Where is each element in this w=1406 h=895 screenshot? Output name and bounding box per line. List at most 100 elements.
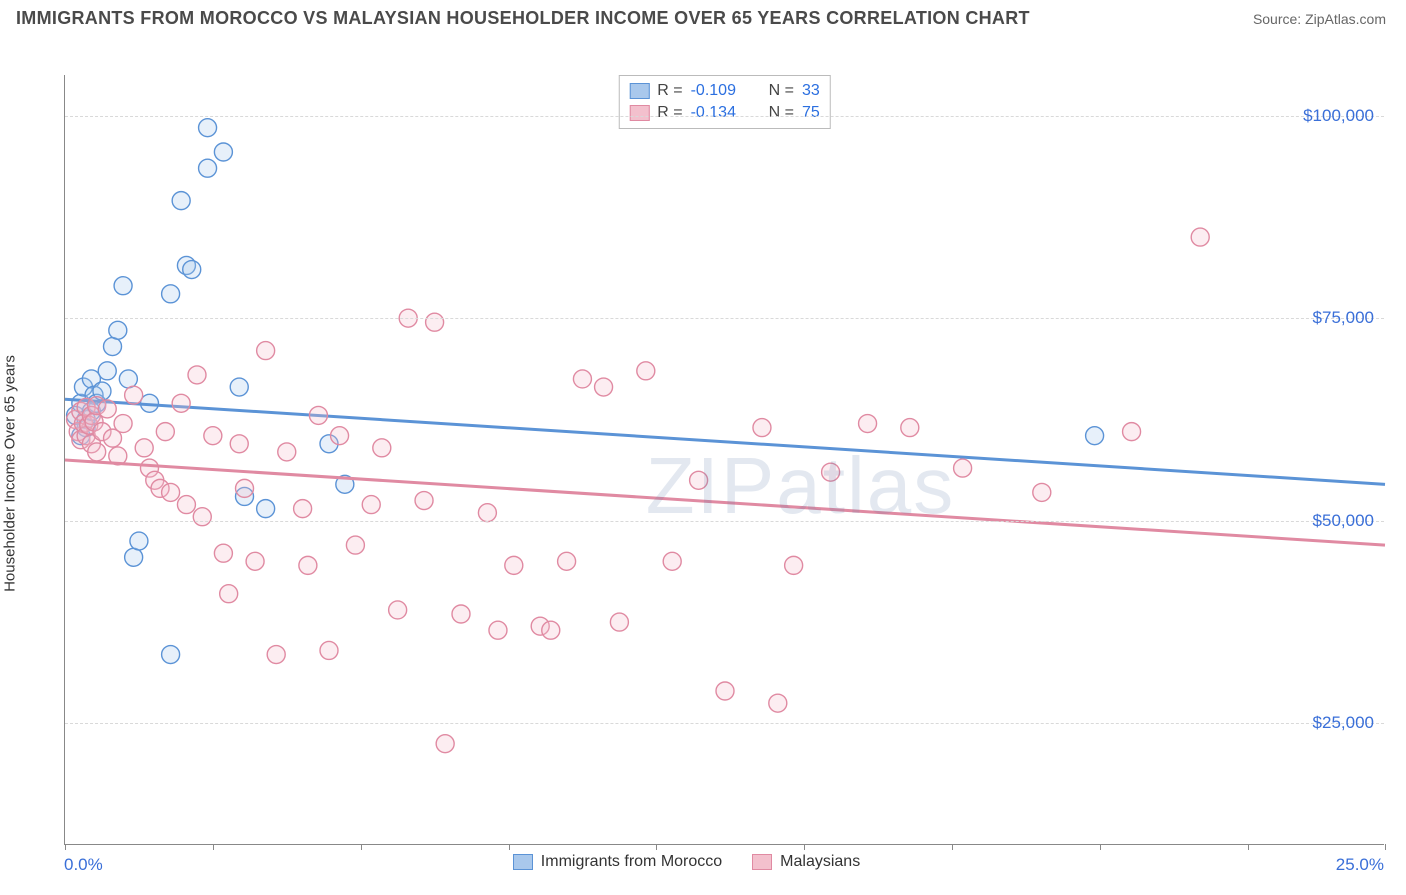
gridline [65,723,1384,724]
legend-swatch-malaysians [629,105,649,121]
data-point-morocco [199,159,217,177]
legend-stats: R = -0.109 N = 33R = -0.134 N = 75 [618,75,830,129]
y-tick-label: $50,000 [1313,511,1374,531]
data-point-morocco [1086,427,1104,445]
legend-n-value-morocco: 33 [802,80,820,102]
data-point-morocco [125,548,143,566]
data-point-malaysians [294,500,312,518]
data-point-malaysians [595,378,613,396]
data-point-morocco [109,321,127,339]
scatter-svg [65,75,1385,845]
gridline [65,318,1384,319]
legend-r-value-malaysians: -0.134 [691,102,751,124]
data-point-malaysians [246,552,264,570]
legend-label-malaysians: Malaysians [780,853,860,871]
chart-header: IMMIGRANTS FROM MOROCCO VS MALAYSIAN HOU… [0,0,1406,35]
data-point-malaysians [267,646,285,664]
data-point-malaysians [637,362,655,380]
data-point-malaysians [177,496,195,514]
data-point-malaysians [558,552,576,570]
data-point-morocco [183,261,201,279]
data-point-malaysians [230,435,248,453]
legend-swatch-malaysians [752,854,772,870]
x-tick [1100,844,1101,850]
data-point-morocco [114,277,132,295]
data-point-malaysians [859,415,877,433]
x-tick [361,844,362,850]
y-tick-label: $25,000 [1313,713,1374,733]
data-point-morocco [257,500,275,518]
data-point-malaysians [331,427,349,445]
data-point-morocco [98,362,116,380]
chart-area: Householder Income Over 65 years ZIPatla… [16,35,1390,895]
x-tick [1248,844,1249,850]
y-axis-label: Householder Income Over 65 years [2,355,19,592]
data-point-malaysians [436,735,454,753]
data-point-malaysians [505,556,523,574]
data-point-malaysians [769,694,787,712]
data-point-malaysians [309,406,327,424]
legend-swatch-morocco [629,83,649,99]
gridline [65,116,1384,117]
data-point-morocco [130,532,148,550]
data-point-malaysians [214,544,232,562]
data-point-malaysians [204,427,222,445]
data-point-malaysians [822,463,840,481]
data-point-malaysians [753,419,771,437]
data-point-malaysians [299,556,317,574]
plot-region: ZIPatlas R =-0.109N =33R =-0.134N =75 $2… [64,75,1384,845]
data-point-malaysians [478,504,496,522]
data-point-morocco [119,370,137,388]
x-tick [1385,844,1386,850]
data-point-malaysians [257,342,275,360]
x-tick [509,844,510,850]
x-tick [656,844,657,850]
data-point-malaysians [188,366,206,384]
data-point-malaysians [954,459,972,477]
chart-title: IMMIGRANTS FROM MOROCCO VS MALAYSIAN HOU… [16,8,1030,29]
legend-r-label: R = [657,80,682,102]
data-point-malaysians [114,415,132,433]
data-point-morocco [162,646,180,664]
data-point-malaysians [663,552,681,570]
x-tick [213,844,214,850]
x-tick [65,844,66,850]
data-point-malaysians [220,585,238,603]
data-point-malaysians [278,443,296,461]
data-point-malaysians [1033,483,1051,501]
legend-n-value-malaysians: 75 [802,102,820,124]
gridline [65,521,1384,522]
legend-swatch-morocco [513,854,533,870]
data-point-morocco [199,119,217,137]
legend-stat-row-malaysians: R =-0.134N =75 [629,102,819,124]
data-point-malaysians [426,313,444,331]
y-tick-label: $100,000 [1303,106,1374,126]
legend-item-malaysians: Malaysians [752,853,860,871]
data-point-malaysians [415,492,433,510]
x-axis-max-label: 25.0% [1336,855,1384,875]
legend-n-label: N = [769,80,794,102]
legend-r-label: R = [657,102,682,124]
data-point-malaysians [88,443,106,461]
data-point-malaysians [716,682,734,700]
data-point-malaysians [172,394,190,412]
data-point-morocco [230,378,248,396]
x-tick [804,844,805,850]
y-tick-label: $75,000 [1313,308,1374,328]
data-point-malaysians [320,641,338,659]
data-point-malaysians [162,483,180,501]
data-point-malaysians [193,508,211,526]
legend-r-value-morocco: -0.109 [691,80,751,102]
data-point-malaysians [346,536,364,554]
data-point-malaysians [573,370,591,388]
data-point-morocco [214,143,232,161]
x-tick [952,844,953,850]
data-point-morocco [162,285,180,303]
chart-source: Source: ZipAtlas.com [1253,11,1386,27]
data-point-morocco [172,192,190,210]
x-axis-min-label: 0.0% [64,855,103,875]
legend-stat-row-morocco: R = -0.109 N = 33 [629,80,819,102]
data-point-malaysians [610,613,628,631]
data-point-malaysians [1191,228,1209,246]
legend-label-morocco: Immigrants from Morocco [541,853,722,871]
